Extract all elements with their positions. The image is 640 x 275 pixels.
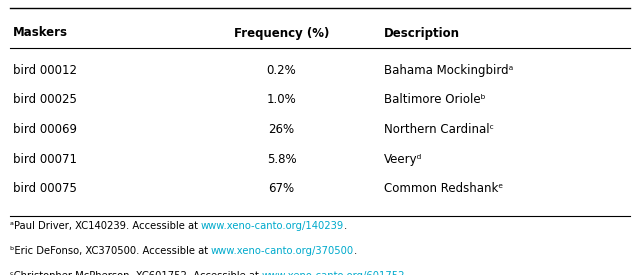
Text: ᵃPaul Driver, XC140239. Accessible at: ᵃPaul Driver, XC140239. Accessible at: [10, 221, 201, 231]
Text: bird 00069: bird 00069: [13, 123, 77, 136]
Text: 1.0%: 1.0%: [267, 93, 296, 106]
Text: ᶜChristopher McPherson, XC601752. Accessible at: ᶜChristopher McPherson, XC601752. Access…: [10, 271, 262, 275]
Text: .: .: [354, 246, 357, 256]
Text: www.xeno-canto.org/370500: www.xeno-canto.org/370500: [211, 246, 354, 256]
Text: 5.8%: 5.8%: [267, 153, 296, 166]
Text: Northern Cardinalᶜ: Northern Cardinalᶜ: [384, 123, 494, 136]
Text: 26%: 26%: [269, 123, 294, 136]
Text: www.xeno-canto.org/601752: www.xeno-canto.org/601752: [262, 271, 405, 275]
Text: Common Redshankᵉ: Common Redshankᵉ: [384, 182, 503, 196]
Text: ᵇEric DeFonso, XC370500. Accessible at: ᵇEric DeFonso, XC370500. Accessible at: [10, 246, 211, 256]
Text: 67%: 67%: [269, 182, 294, 196]
Text: bird 00071: bird 00071: [13, 153, 77, 166]
Text: bird 00025: bird 00025: [13, 93, 77, 106]
Text: Description: Description: [384, 26, 460, 40]
Text: Bahama Mockingbirdᵃ: Bahama Mockingbirdᵃ: [384, 64, 513, 77]
Text: .: .: [405, 271, 408, 275]
Text: .: .: [344, 221, 348, 231]
Text: bird 00075: bird 00075: [13, 182, 77, 196]
Text: Veeryᵈ: Veeryᵈ: [384, 153, 422, 166]
Text: 0.2%: 0.2%: [267, 64, 296, 77]
Text: Frequency (%): Frequency (%): [234, 26, 330, 40]
Text: www.xeno-canto.org/140239: www.xeno-canto.org/140239: [201, 221, 344, 231]
Text: Maskers: Maskers: [13, 26, 68, 40]
Text: bird 00012: bird 00012: [13, 64, 77, 77]
Text: Baltimore Orioleᵇ: Baltimore Orioleᵇ: [384, 93, 486, 106]
